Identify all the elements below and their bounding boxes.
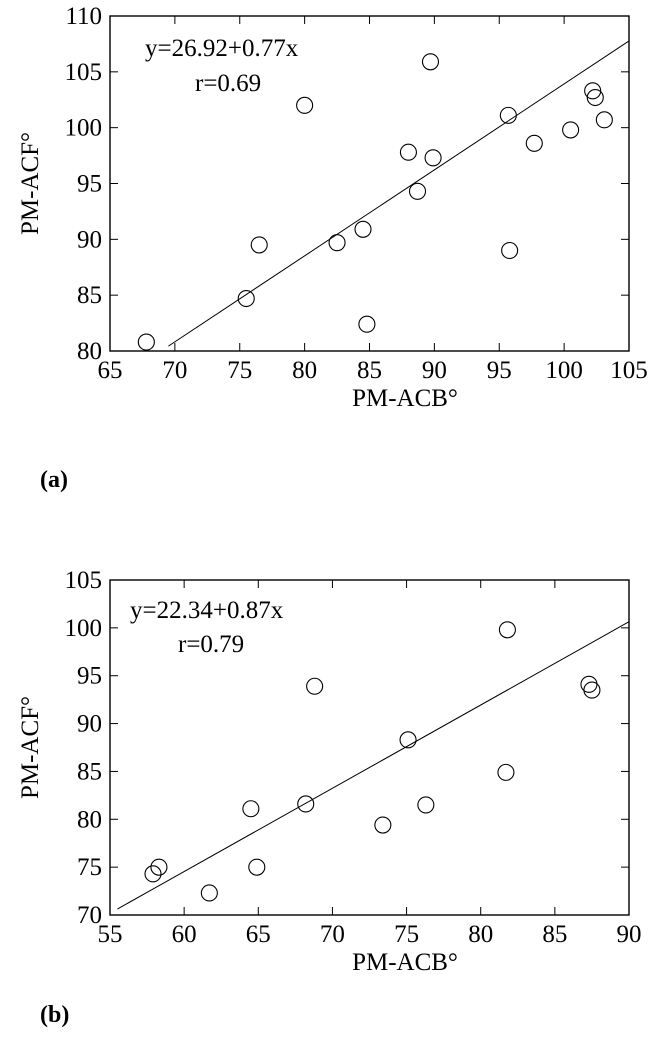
data-point: [595, 111, 613, 129]
y-tick-label: 90: [77, 226, 102, 253]
y-tick-label: 95: [77, 171, 102, 198]
y-tick-label: 105: [65, 567, 103, 594]
y-axis-ticks: 80 85 90 95 100 105 110: [65, 3, 629, 365]
data-point: [354, 220, 372, 238]
y-tick-label: 105: [65, 59, 103, 86]
data-point: [417, 796, 435, 814]
correlation-coefficient: r=0.69: [195, 70, 261, 97]
x-tick-label: 70: [320, 921, 345, 948]
data-point: [498, 621, 516, 639]
data-point: [150, 858, 168, 876]
data-point: [297, 795, 315, 813]
data-point: [242, 800, 260, 818]
data-point: [408, 182, 427, 200]
data-points: [137, 53, 613, 351]
data-point: [421, 53, 440, 71]
data-point: [499, 106, 517, 124]
data-point: [525, 134, 543, 152]
x-tick-label: 80: [292, 357, 317, 384]
panel-label: (b): [40, 1002, 69, 1028]
regression-equation: y=26.92+0.77x: [145, 35, 299, 62]
regression-line: [117, 621, 630, 910]
y-axis-ticks: 70 75 80 85 90 95 100 105: [65, 567, 629, 929]
data-point: [399, 731, 417, 749]
data-point: [586, 88, 604, 107]
x-tick-label: 75: [227, 357, 252, 384]
x-tick-label: 75: [394, 921, 419, 948]
data-point: [562, 121, 580, 139]
y-tick-label: 100: [65, 615, 103, 642]
x-tick-label: 90: [617, 921, 642, 948]
data-point: [399, 143, 417, 161]
x-tick-label: 85: [542, 921, 567, 948]
data-point: [200, 884, 218, 902]
plot-frame: [109, 15, 630, 352]
x-tick-label: 55: [98, 921, 123, 948]
x-tick-label: 65: [98, 357, 123, 384]
y-tick-label: 95: [77, 663, 102, 690]
data-point: [374, 816, 392, 834]
x-tick-label: 90: [422, 357, 447, 384]
y-tick-label: 90: [77, 711, 102, 738]
x-tick-label: 100: [545, 357, 583, 384]
y-tick-label: 85: [77, 758, 102, 785]
y-tick-label: 75: [77, 854, 102, 881]
data-point: [237, 289, 255, 308]
x-tick-label: 60: [172, 921, 197, 948]
plot-frame: [109, 579, 630, 916]
scatter-panel-a: 65 70 75 80 85 90 95 100 105 80 85 90 95 100 105 110 y…: [17, 3, 648, 493]
correlation-coefficient: r=0.79: [178, 631, 244, 658]
x-tick-label: 105: [610, 357, 648, 384]
scatter-panel-b: 55 60 65 70 75 80 85 90 70 75 80 85 90 95 100 105 y=22…: [17, 567, 642, 1028]
y-tick-label: 100: [65, 115, 103, 142]
y-tick-label: 80: [77, 806, 102, 833]
regression-line: [168, 40, 630, 347]
x-tick-label: 95: [487, 357, 512, 384]
data-point: [137, 333, 155, 351]
regression-equation: y=22.34+0.87x: [130, 597, 284, 624]
x-tick-label: 80: [468, 921, 493, 948]
data-point: [497, 763, 515, 781]
y-tick-label: 110: [65, 3, 102, 30]
data-point: [248, 858, 266, 876]
data-point: [306, 677, 324, 695]
y-tick-label: 80: [77, 338, 102, 365]
x-axis-label: PM-ACB°: [352, 949, 458, 976]
data-point: [584, 82, 602, 100]
x-axis-ticks: 55 60 65 70 75 80 85 90: [98, 580, 642, 948]
data-points: [144, 621, 601, 902]
x-axis-label: PM-ACB°: [352, 385, 458, 412]
y-tick-label: 85: [77, 282, 102, 309]
data-point: [583, 681, 601, 699]
y-axis-label: PM-ACF°: [17, 132, 44, 235]
data-point: [358, 315, 376, 333]
panel-label: (a): [40, 467, 68, 493]
x-tick-label: 70: [162, 357, 187, 384]
data-point: [250, 236, 268, 254]
y-tick-label: 70: [77, 902, 102, 929]
data-point: [296, 96, 314, 114]
x-tick-label: 85: [357, 357, 382, 384]
x-axis-ticks: 65 70 75 80 85 90 95 100 105: [98, 16, 648, 384]
y-axis-label: PM-ACF°: [17, 696, 44, 799]
data-point: [328, 234, 346, 252]
data-point: [424, 149, 442, 167]
data-point: [580, 675, 598, 693]
data-point: [501, 241, 519, 260]
data-point: [144, 865, 162, 883]
x-tick-label: 65: [246, 921, 271, 948]
